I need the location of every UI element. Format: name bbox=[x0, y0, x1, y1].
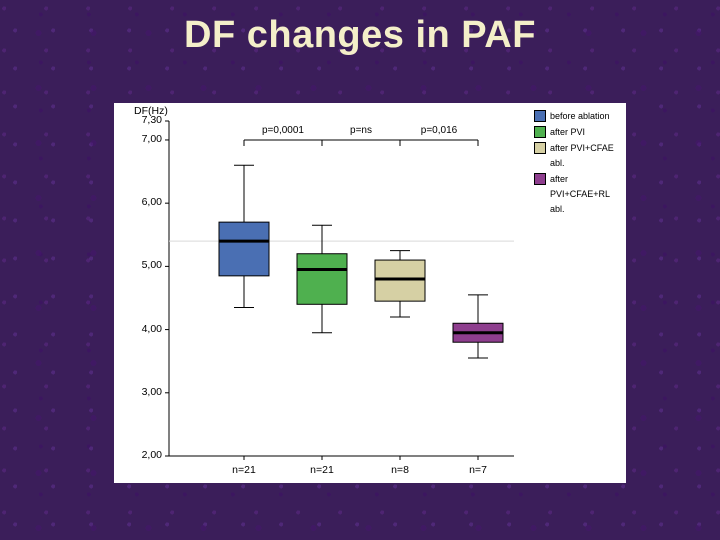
legend-item: after PVI bbox=[534, 125, 626, 140]
x-tick-label: n=7 bbox=[443, 464, 513, 476]
legend: before ablation after PVI after PVI+CFAE… bbox=[534, 109, 626, 218]
p-value-label: p=0,0001 bbox=[243, 125, 323, 136]
y-tick-label: 5,00 bbox=[132, 259, 162, 271]
y-tick-label: 2,00 bbox=[132, 449, 162, 461]
x-tick-label: n=21 bbox=[209, 464, 279, 476]
x-tick-label: n=8 bbox=[365, 464, 435, 476]
legend-label-0: before ablation bbox=[550, 109, 610, 124]
legend-item: after PVI+CFAE+RL abl. bbox=[534, 172, 626, 217]
legend-swatch-0 bbox=[534, 110, 546, 122]
y-tick-label: 3,00 bbox=[132, 386, 162, 398]
y-tick-label-top: 7,30 bbox=[132, 114, 162, 126]
legend-label-2: after PVI+CFAE abl. bbox=[550, 141, 626, 171]
boxplot-svg bbox=[114, 103, 514, 483]
y-tick-label: 4,00 bbox=[132, 323, 162, 335]
legend-swatch-2 bbox=[534, 142, 546, 154]
y-tick-label: 7,00 bbox=[132, 133, 162, 145]
y-tick-label: 6,00 bbox=[132, 196, 162, 208]
legend-swatch-3 bbox=[534, 173, 546, 185]
p-value-label: p=ns bbox=[321, 125, 401, 136]
legend-label-1: after PVI bbox=[550, 125, 585, 140]
chart-panel: DF(Hz) before ablation after PVI after P… bbox=[114, 103, 626, 483]
slide-root: DF changes in PAF DF(Hz) before ablation… bbox=[0, 0, 720, 540]
legend-item: before ablation bbox=[534, 109, 626, 124]
legend-swatch-1 bbox=[534, 126, 546, 138]
legend-label-3: after PVI+CFAE+RL abl. bbox=[550, 172, 626, 217]
legend-item: after PVI+CFAE abl. bbox=[534, 141, 626, 171]
x-tick-label: n=21 bbox=[287, 464, 357, 476]
p-value-label: p=0,016 bbox=[399, 125, 479, 136]
slide-title: DF changes in PAF bbox=[0, 14, 720, 57]
